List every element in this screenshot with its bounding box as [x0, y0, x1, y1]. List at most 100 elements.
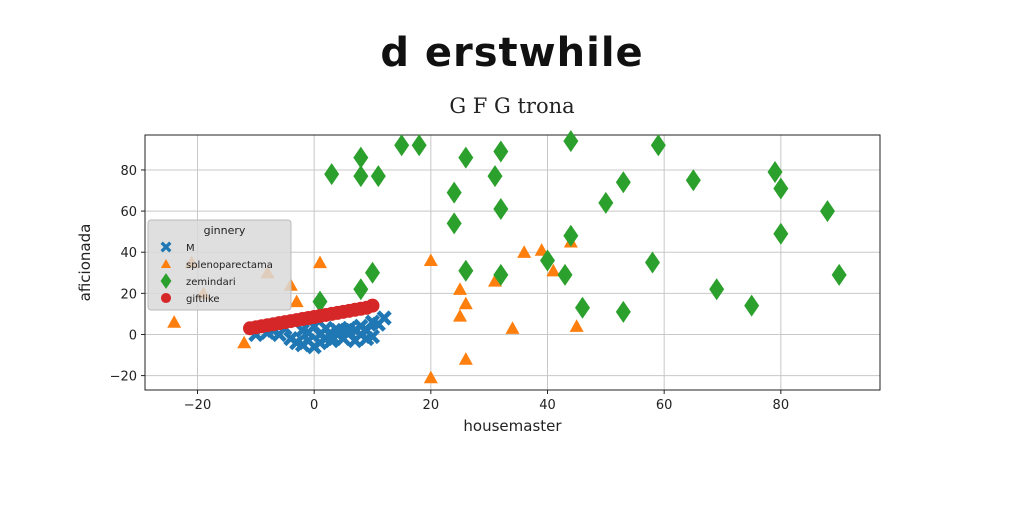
- data-point-splenoparectama: [534, 243, 549, 256]
- legend-marker-zemindari: [160, 273, 172, 289]
- data-point-zemindari: [685, 169, 701, 192]
- legend-label-M: M: [186, 243, 195, 254]
- marks-layer: [167, 130, 847, 384]
- series-M: [248, 310, 392, 355]
- y-tick-label: 60: [120, 205, 137, 220]
- y-tick-label: 40: [120, 246, 137, 261]
- data-point-zemindari: [370, 165, 386, 188]
- data-point-zemindari: [493, 140, 509, 163]
- legend-label-giftlike: giftlike: [186, 294, 220, 305]
- legend-label-splenoparectama: splenoparectama: [186, 260, 273, 271]
- data-point-zemindari: [645, 251, 660, 274]
- data-point-zemindari: [487, 165, 503, 188]
- data-point-zemindari: [709, 278, 725, 301]
- legend-title: ginnery: [204, 224, 246, 237]
- legend-marker-giftlike: [160, 292, 172, 304]
- data-point-zemindari: [557, 263, 573, 286]
- y-tick-label: 0: [129, 328, 137, 343]
- ticks-layer: −20 0 20 40 60 80 −20 0 20 40 60 80: [110, 164, 790, 413]
- data-point-splenoparectama: [453, 282, 467, 295]
- data-point-zemindari: [773, 177, 789, 200]
- figure-title: d erstwhile: [380, 30, 644, 76]
- data-point-zemindari: [394, 134, 410, 157]
- data-point-M: [324, 328, 340, 345]
- data-point-splenoparectama: [546, 263, 561, 277]
- data-point-M: [376, 310, 392, 326]
- data-point-splenoparectama: [289, 294, 304, 308]
- data-point-zemindari: [324, 163, 340, 186]
- data-point-zemindari: [831, 263, 847, 286]
- data-point-zemindari: [458, 259, 474, 282]
- data-point-M: [300, 324, 316, 341]
- y-tick-label: −20: [110, 370, 137, 385]
- data-point-splenoparectama: [569, 319, 584, 332]
- data-point-zemindari: [575, 296, 590, 319]
- y-tick-label: 80: [120, 164, 137, 179]
- data-point-zemindari: [446, 212, 462, 235]
- legend-label-zemindari: zemindari: [186, 277, 236, 288]
- data-point-M: [312, 326, 328, 343]
- x-tick-label: 40: [539, 398, 556, 413]
- data-point-zemindari: [540, 249, 555, 272]
- data-point-zemindari: [820, 200, 835, 223]
- data-point-zemindari: [353, 146, 369, 169]
- data-point-zemindari: [615, 300, 631, 323]
- x-tick-label: 20: [423, 398, 440, 413]
- x-axis-label: housemaster: [463, 417, 562, 435]
- legend-box: [147, 219, 292, 311]
- data-point-zemindari: [493, 198, 509, 221]
- x-tick-label: 0: [310, 398, 318, 413]
- data-point-zemindari: [744, 294, 760, 317]
- data-point-zemindari: [767, 161, 783, 184]
- plot-frame: [144, 134, 881, 391]
- data-point-zemindari: [411, 134, 427, 157]
- data-point-M: [364, 314, 381, 330]
- chart-subtitle: G F G trona: [449, 94, 575, 118]
- data-point-zemindari: [615, 171, 631, 194]
- data-point-splenoparectama: [517, 245, 532, 258]
- data-point-zemindari: [312, 290, 328, 313]
- data-point-splenoparectama: [313, 255, 327, 269]
- data-point-splenoparectama: [167, 315, 182, 328]
- y-axis-label: aficionada: [76, 224, 94, 302]
- data-point-splenoparectama: [488, 274, 502, 287]
- legend-item-splenoparectama: splenoparectama: [160, 258, 273, 271]
- data-point-zemindari: [353, 165, 369, 188]
- data-point-zemindari: [598, 191, 614, 214]
- y-tick-label: 20: [120, 287, 137, 302]
- data-point-M: [359, 330, 375, 347]
- data-point-zemindari: [773, 222, 789, 245]
- data-point-splenoparectama: [458, 296, 473, 310]
- data-point-giftlike: [365, 298, 380, 313]
- data-point-zemindari: [650, 134, 666, 157]
- data-point-M: [335, 322, 351, 338]
- data-point-splenoparectama: [423, 253, 438, 267]
- legend-item-giftlike: giftlike: [160, 292, 220, 305]
- data-point-splenoparectama: [237, 335, 252, 349]
- data-point-splenoparectama: [423, 370, 438, 384]
- data-point-zemindari: [563, 224, 579, 247]
- x-tick-label: 80: [773, 398, 790, 413]
- data-point-zemindari: [353, 278, 369, 301]
- data-point-splenoparectama: [505, 321, 520, 334]
- series-giftlike: [243, 298, 380, 336]
- data-point-zemindari: [458, 146, 474, 169]
- data-point-zemindari: [446, 181, 462, 204]
- data-point-splenoparectama: [453, 308, 467, 322]
- x-tick-label: −20: [184, 398, 211, 413]
- legend-item-M: M: [160, 241, 195, 254]
- legend-marker-splenoparectama: [160, 258, 172, 269]
- data-point-M: [347, 322, 363, 338]
- x-tick-label: 60: [656, 398, 673, 413]
- data-point-zemindari: [493, 263, 509, 286]
- legend-marker-M: [160, 241, 172, 253]
- data-point-zemindari: [365, 261, 380, 284]
- data-point-zemindari: [563, 130, 579, 153]
- series-zemindari: [312, 130, 847, 323]
- data-point-splenoparectama: [458, 352, 473, 365]
- legend-item-zemindari: zemindari: [160, 273, 236, 289]
